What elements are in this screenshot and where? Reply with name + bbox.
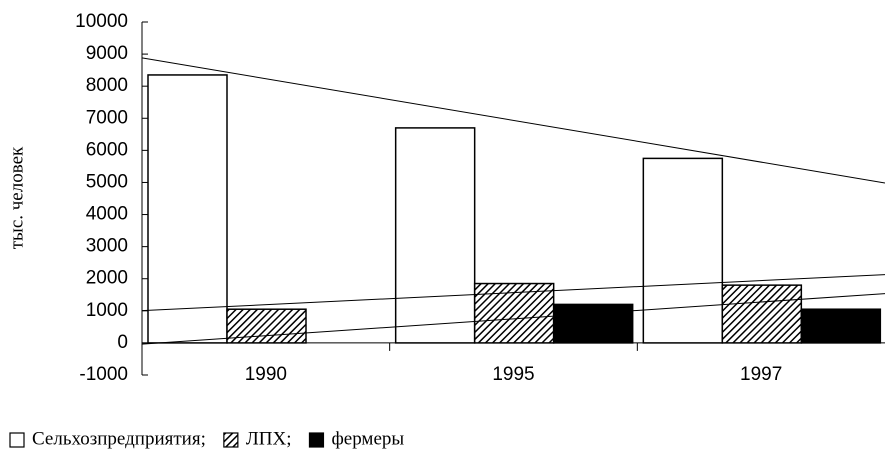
- legend-swatch: [223, 432, 239, 448]
- y-tick-label: 4000: [86, 204, 128, 225]
- bar: [394, 127, 476, 344]
- bar: [147, 74, 228, 344]
- y-tick-label: 9000: [86, 43, 128, 64]
- bar: [552, 303, 634, 344]
- x-tick-label: 1997: [740, 364, 782, 385]
- y-tick-label: 8000: [86, 75, 128, 96]
- x-tick-label: 1995: [492, 364, 534, 385]
- y-tick-label: 2000: [86, 268, 128, 289]
- legend-swatch: [308, 432, 325, 448]
- y-tick-label: 0: [117, 332, 128, 353]
- y-tick-label: 7000: [86, 107, 128, 128]
- legend-label: Сельхозпредприятия;: [32, 428, 206, 449]
- bar: [800, 308, 882, 344]
- trend-line: [141, 274, 885, 312]
- y-tick-label: 5000: [86, 171, 128, 192]
- trend-line: [141, 57, 885, 184]
- x-tick-label: 1990: [245, 364, 287, 385]
- legend-swatch: [9, 432, 25, 448]
- bar: [642, 157, 724, 344]
- y-tick-label: 1000: [86, 300, 128, 321]
- trend-line: [141, 293, 885, 345]
- bar: [721, 284, 803, 344]
- legend-label: фермеры: [331, 428, 404, 449]
- legend-label: ЛПХ;: [246, 428, 292, 449]
- y-tick-label: 6000: [86, 139, 128, 160]
- y-axis-label: тыс. человек: [6, 146, 27, 249]
- y-tick-label: 10000: [75, 11, 128, 32]
- y-tick-label: 3000: [86, 236, 128, 257]
- y-tick-label: -1000: [79, 364, 128, 385]
